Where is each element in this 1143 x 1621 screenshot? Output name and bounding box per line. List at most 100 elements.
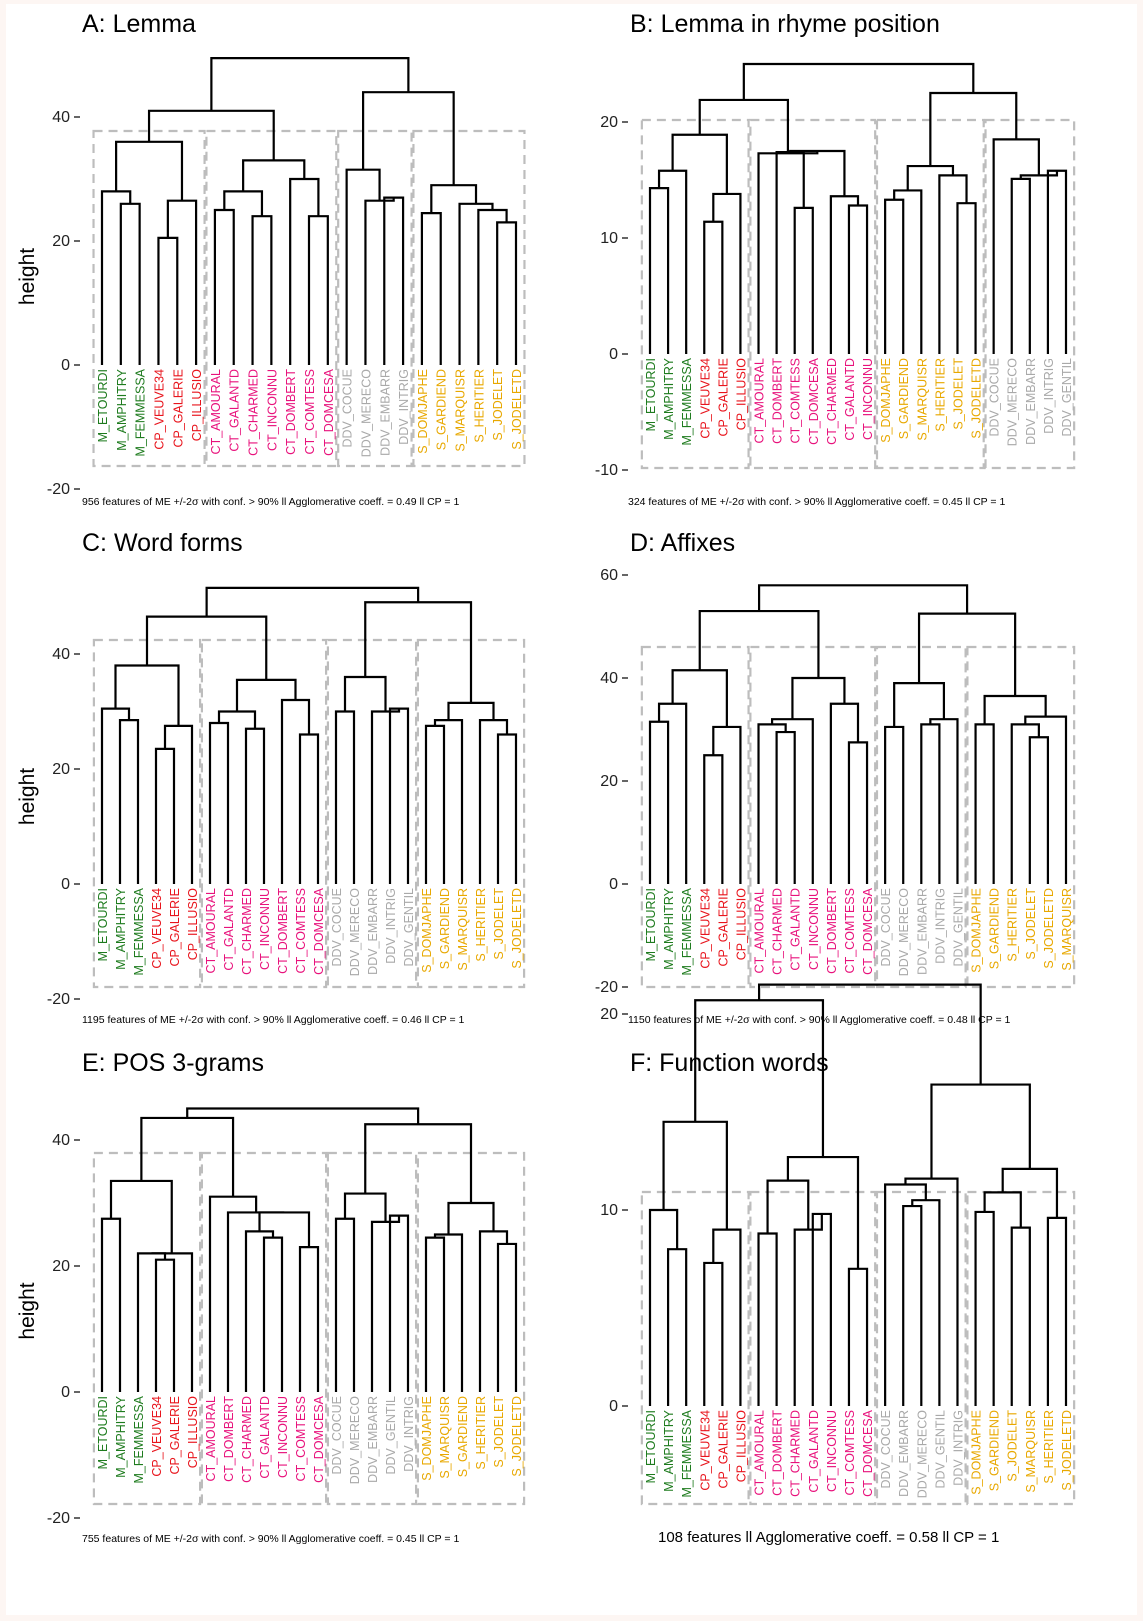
panel-f-leaf-label: S_JODELET [1006,1410,1020,1482]
panel-e-dendrogram-branch [226,1211,285,1392]
panel-b-leaf-label: CT_CHARMED [825,358,839,445]
panel-f-leaf-label: CT_AMOURAL [753,1410,767,1495]
panel-a-dendrogram-branch [362,91,455,186]
panel-a-leaf-label: S_DOMJAPHE [416,369,430,454]
panel-c-leaf-label: S_MARQUISR [456,888,470,971]
panel-b-dendrogram-branch [757,151,819,354]
panel-c-leaf-label: M_FEMMESSA [132,887,146,975]
panel-c-dendrogram-branch [114,664,180,726]
panel-d-leaf-label: DDV_INTRIG [933,888,947,964]
panel-f-dendrogram-branch [911,1199,941,1406]
panel-c-leaf-label: S_HERITIER [474,888,488,962]
panel-e-dendrogram-branch [258,1211,311,1248]
panel-f-group-box [640,1190,750,1506]
panel-e-group-box [200,1151,328,1506]
panel-a-leaf-label: M_FEMMESSA [134,368,148,456]
panel-d-dendrogram-branch [974,723,995,884]
panel-e-dendrogram-branch [208,1195,258,1392]
panel-f-dendrogram-branch [904,1177,959,1406]
panel-c-dendrogram-branch [217,710,257,729]
panel-f-group-box [875,1190,967,1506]
panel-a-caption: 956 features of ME +/-2σ with conf. > 90… [82,496,459,508]
panel-e: E: POS 3-grams height -20 0 20 40 M_ETOURDI M_A… [16,1049,526,1545]
panel-f-dendrogram-branch [766,1179,810,1234]
panel-d-leaf-label: CT_GALANTD [789,888,803,971]
panel-f-group-box [749,1190,877,1506]
panel-e-leaf-label: M_FEMMESSA [132,1395,146,1483]
panel-a-leaf-label: DDV_INTRIG [397,369,411,445]
panel-e-leaf-label: CT_CHARMED [240,1396,254,1483]
panel-c-dendrogram-branch [244,727,266,884]
panel-b-leaf-label: S_DOMJAPHE [879,358,893,443]
panel-f-dendrogram-branch [648,1208,679,1406]
panel-f-leaf-label: S_GARDIEND [988,1410,1002,1491]
panel-a-leaf-label: CT_CHARMED [247,369,261,456]
panel-e-dendrogram-branch [186,1107,420,1125]
panel-e-dendrogram-branch [447,1201,495,1235]
panel-f-dendrogram-branch [930,1083,1031,1179]
panel-d-dendrogram-branch [929,718,959,884]
panel-f-caption: 108 features ll Agglomerative coeff. = 0… [658,1529,999,1546]
panel-c-leaf-label: CT_AMOURAL [204,888,218,973]
panel-d-leaf-label: CT_AMOURAL [753,888,767,973]
panel-d-dendrogram-branch [1024,715,1068,884]
panel-d-leaf-label: S_DOMJAPHE [970,888,984,973]
panel-f-leaf-label: CT_CHARMED [789,1410,803,1497]
panel-e-dendrogram-branch [244,1230,275,1392]
panel-b-dendrogram-branch [884,198,905,354]
panel-c-leaf-label: CT_GALANTD [222,888,236,971]
panel-b-leaf-label: M_AMPHITRY [662,357,676,439]
panel-f-title: F: Function words [630,1049,829,1077]
panel-d-dendrogram-branch [698,609,820,678]
panel-e-dendrogram-branch [496,1242,518,1392]
panel-b-dendrogram-branch [906,164,955,191]
panel-f-leaf-label: S_MARQUISR [1024,1410,1038,1493]
panel-b-leaf-label: CP_GALERIE [716,358,730,437]
panel-f-leaf-label: DDV_MERECO [915,1410,929,1498]
panel-a-leaf-label: S_JODELET [491,369,505,441]
panel-d-leaf-label: CP_VEUVE34 [698,888,712,969]
panel-c-leaf-label: S_JODELET [492,888,506,960]
panel-d-dendrogram-branch [829,702,860,884]
panel-a-dendrogram-branch [364,197,395,365]
panel-c-leaf-label: DDV_INTRIG [384,888,398,964]
panel-c-leaf-label: S_DOMJAPHE [420,888,434,973]
panel-b-dendrogram-branch [1046,169,1068,354]
panel-c-dendrogram-branch [208,721,230,884]
panel-a-y-tick-label: 40 [52,109,70,126]
panel-b-leaf-label: S_JODELETD [970,358,984,439]
panel-d-dendrogram-branch [847,741,869,884]
panel-b-leaf-label: CT_INCONNU [861,358,875,440]
panel-d-leaf-label: S_JODELET [1024,888,1038,960]
panel-f-leaf-label: DDV_INTRIG [951,1410,965,1486]
panel-e-leaf-label: CT_DOMBERT [222,1396,236,1482]
panel-c-dendrogram-branch [280,698,311,884]
panel-b-dendrogram-branch [929,91,1018,167]
panel-d-group-box [875,645,967,989]
panel-c-dendrogram-branch [343,675,387,712]
panel-e-leaf-label: CT_GALANTD [258,1396,272,1479]
panel-f-leaf-label: CT_COMTESS [843,1410,857,1495]
panel-f-leaf-label: S_JODELETD [1060,1410,1074,1491]
panel-a-y-tick-label: 20 [52,233,70,250]
panel-b-dendrogram-branch [829,195,860,354]
panel-d-leaf-label: DDV_GENTIL [951,888,965,967]
panel-a-leaf-label: DDV_MERECO [359,369,373,457]
panel-c: C: Word forms height -20 0 20 40 M_ETOURDI M_AM… [16,529,526,1026]
panel-e-leaf-label: DDV_EMBARR [366,1396,380,1483]
panel-d-y-tick-label: 0 [609,876,618,893]
panel-a-dendrogram-branch [119,202,141,365]
panel-c-dendrogram-branch [145,615,268,680]
panel-c-dendrogram-branch [478,719,509,884]
panel-c-caption: 1195 features of ME +/-2σ with conf. > 9… [82,1014,465,1026]
panel-e-leaf-label: CT_AMOURAL [204,1396,218,1481]
panel-a-dendrogram-branch [345,168,381,365]
panel-b-leaf-label: DDV_MERECO [1006,358,1020,446]
panel-e-leaf-label: CP_VEUVE34 [150,1396,164,1477]
panel-a-dendrogram-branch [430,184,478,214]
panel-f-dendrogram-branch [662,1120,728,1230]
panel-b-leaf-label: CT_AMOURAL [753,358,767,443]
panel-e-dendrogram-branch [140,1116,235,1197]
panel-d-dendrogram-branch [791,676,846,720]
panel-c-leaf-label: M_AMPHITRY [114,887,128,969]
